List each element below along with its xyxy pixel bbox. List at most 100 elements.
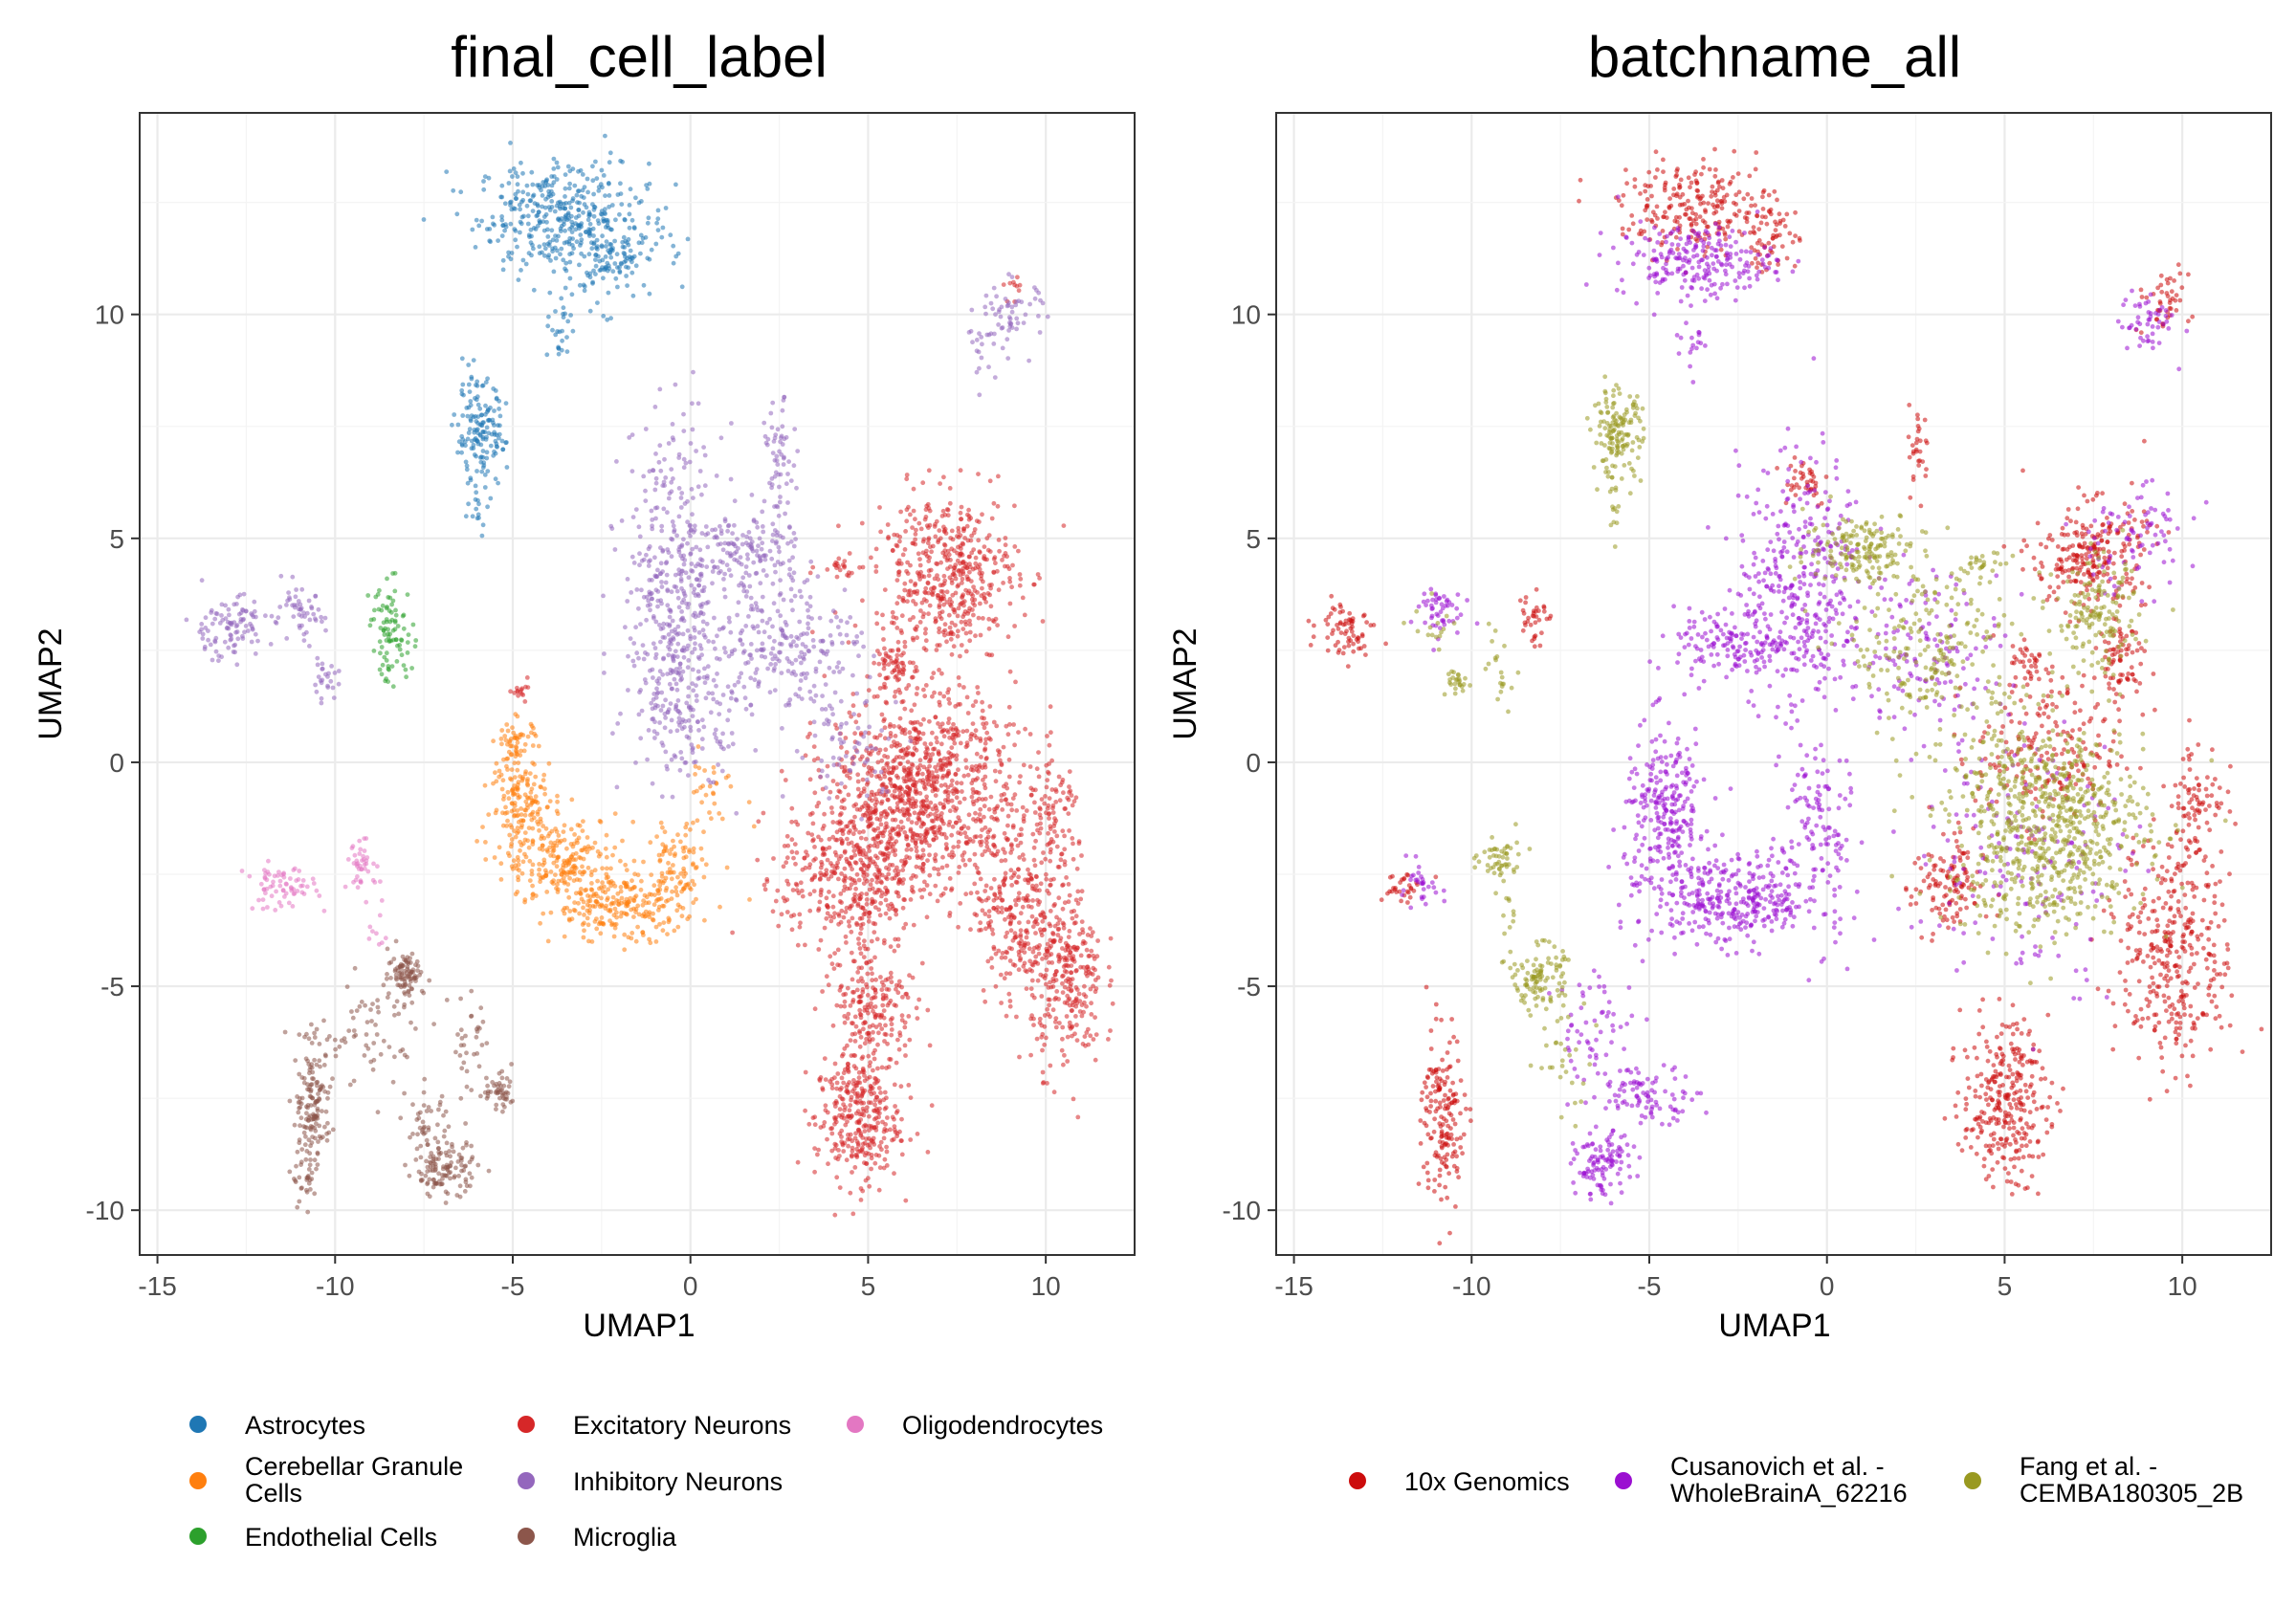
data-point xyxy=(784,833,790,839)
data-point xyxy=(904,568,909,574)
data-point xyxy=(833,837,838,843)
data-point xyxy=(920,614,926,620)
data-point xyxy=(618,260,624,266)
data-point xyxy=(928,800,934,805)
data-point xyxy=(543,196,548,202)
data-point xyxy=(533,794,539,800)
data-point xyxy=(1052,829,1057,834)
data-point xyxy=(894,982,899,988)
data-point xyxy=(911,615,916,620)
data-point xyxy=(894,986,898,992)
data-point xyxy=(961,824,967,829)
data-point xyxy=(493,770,497,776)
data-point xyxy=(923,585,929,591)
data-point xyxy=(711,770,717,776)
data-point xyxy=(493,451,498,456)
data-point xyxy=(854,1100,860,1106)
data-point xyxy=(1051,979,1056,984)
data-point xyxy=(1007,576,1012,581)
data-point xyxy=(867,796,872,802)
data-point xyxy=(850,1211,856,1217)
data-point xyxy=(1007,669,1013,674)
data-point xyxy=(947,876,953,881)
data-point xyxy=(530,892,536,897)
data-point xyxy=(962,862,968,868)
data-point xyxy=(938,724,943,730)
data-point xyxy=(628,895,633,901)
data-point xyxy=(1013,902,1019,908)
data-point xyxy=(908,897,914,902)
data-point xyxy=(658,561,664,566)
data-point xyxy=(692,882,696,888)
data-point xyxy=(668,851,673,856)
data-point xyxy=(371,649,377,653)
data-point xyxy=(913,583,917,588)
data-point xyxy=(660,483,666,488)
data-point xyxy=(1021,857,1027,862)
data-point xyxy=(1062,900,1068,906)
data-point xyxy=(879,872,885,878)
data-point xyxy=(977,762,982,768)
data-point xyxy=(499,214,504,219)
data-point xyxy=(600,233,605,239)
data-point xyxy=(949,651,955,657)
data-point xyxy=(1003,934,1008,939)
data-point xyxy=(992,892,997,897)
data-point xyxy=(564,846,569,851)
data-point xyxy=(844,1089,850,1094)
data-point xyxy=(1003,875,1008,880)
data-point xyxy=(531,246,536,252)
data-point xyxy=(509,743,515,749)
data-point xyxy=(1047,796,1052,801)
data-point xyxy=(850,958,856,964)
data-point xyxy=(828,914,833,919)
data-point xyxy=(641,473,647,479)
data-point xyxy=(873,563,879,569)
data-point xyxy=(523,807,529,813)
data-point xyxy=(1032,863,1038,869)
data-point xyxy=(492,855,497,860)
data-point xyxy=(833,560,839,565)
data-point xyxy=(1044,762,1049,768)
data-point xyxy=(829,1082,835,1088)
data-point xyxy=(861,912,867,917)
data-point xyxy=(857,848,863,854)
data-point xyxy=(947,852,952,858)
data-point xyxy=(803,1069,808,1075)
data-point xyxy=(661,848,667,853)
data-point xyxy=(496,238,500,244)
data-point xyxy=(1067,828,1071,833)
data-point xyxy=(691,846,696,851)
data-point xyxy=(605,317,610,322)
data-point xyxy=(928,777,934,782)
data-point xyxy=(576,188,582,194)
data-point xyxy=(946,612,952,618)
data-point xyxy=(545,183,551,187)
data-point xyxy=(864,901,870,907)
data-point xyxy=(585,915,590,921)
data-point xyxy=(658,639,663,645)
data-point xyxy=(875,835,880,841)
data-point xyxy=(870,971,874,977)
data-point xyxy=(694,865,699,870)
scatter-points xyxy=(184,133,1115,1218)
data-point xyxy=(881,718,887,724)
data-point xyxy=(524,779,530,783)
data-point xyxy=(605,268,610,274)
data-point xyxy=(505,767,510,772)
data-point xyxy=(519,686,525,692)
data-point xyxy=(730,930,735,936)
data-point xyxy=(533,227,539,231)
data-point xyxy=(681,887,687,892)
data-point xyxy=(629,270,635,275)
data-point xyxy=(529,801,535,805)
data-point xyxy=(544,804,550,810)
data-point xyxy=(975,890,980,895)
data-point xyxy=(1080,941,1086,946)
data-point xyxy=(1048,882,1053,888)
data-point xyxy=(849,882,854,888)
data-point xyxy=(952,568,957,574)
data-point xyxy=(688,887,694,892)
data-point xyxy=(972,881,978,887)
data-point xyxy=(880,1119,885,1125)
